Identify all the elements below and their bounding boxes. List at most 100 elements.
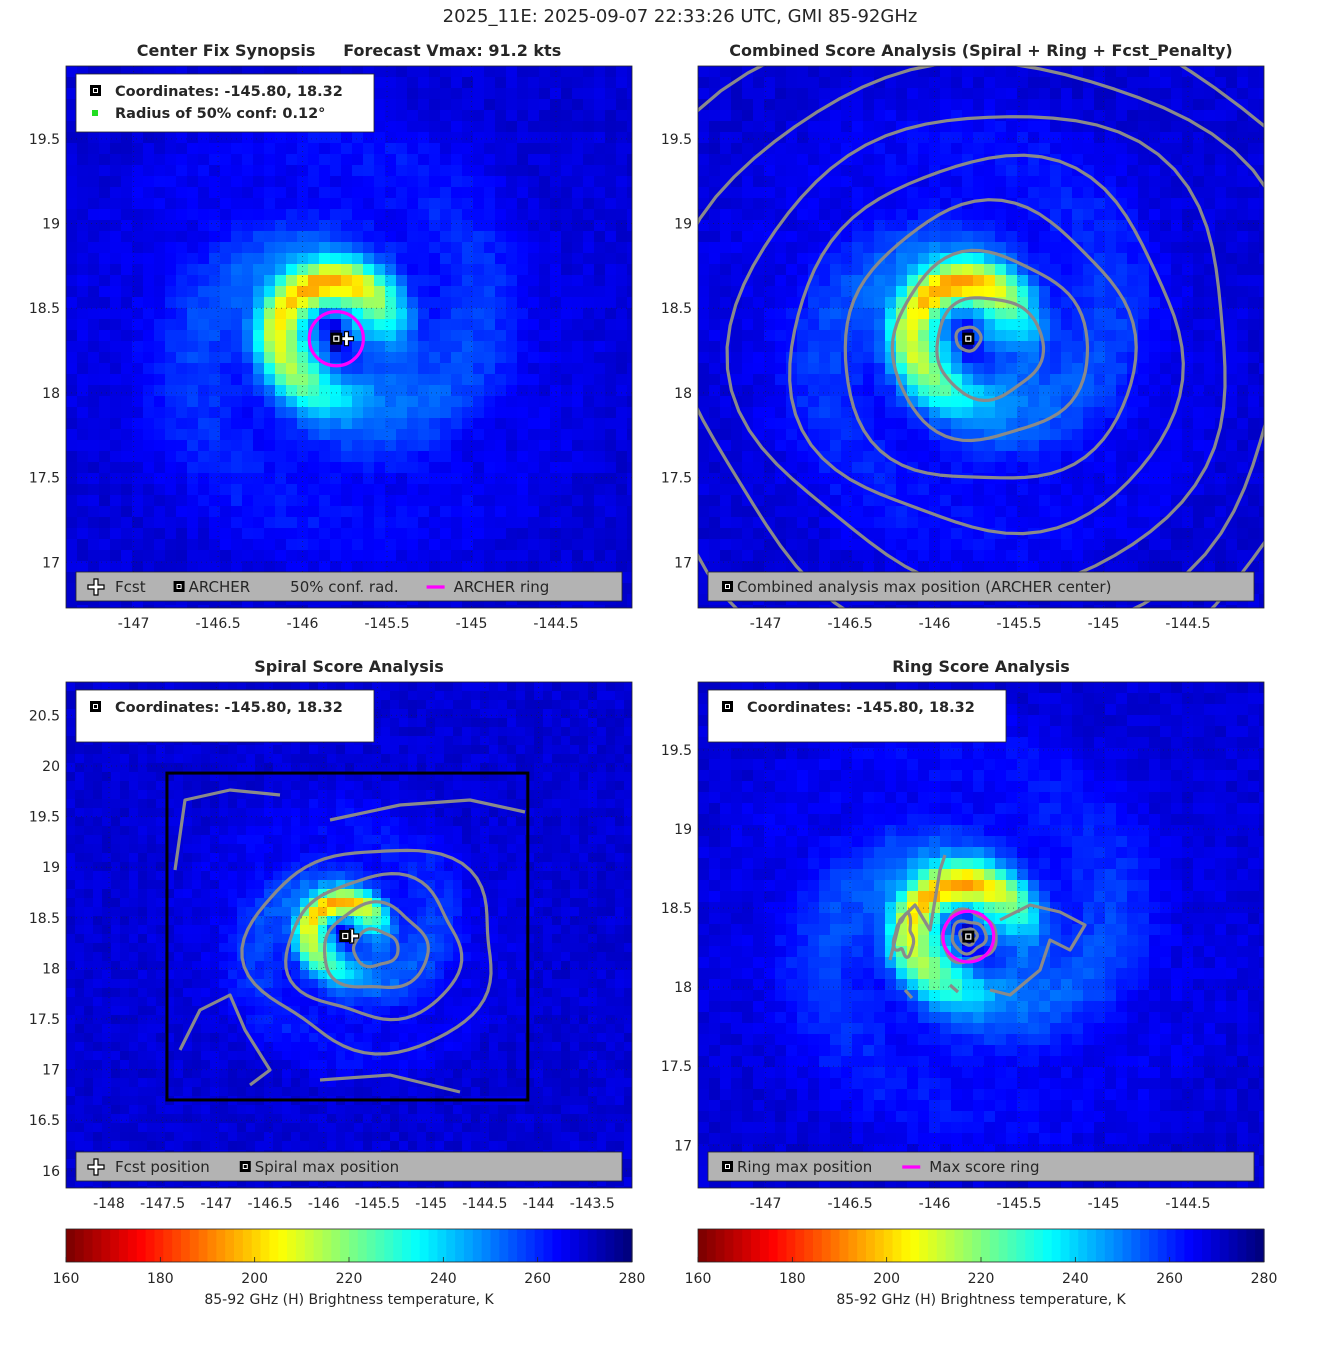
- contour-line: [843, 198, 1138, 480]
- conf-marker-icon: [92, 110, 98, 116]
- y-tick-label: 18: [42, 961, 60, 977]
- brightness-heatmap: [698, 682, 1264, 1188]
- panel-center-fix: Center Fix Synopsis Forecast Vmax: 91.2 …: [29, 41, 633, 632]
- info-text: Coordinates: -145.80, 18.32: [115, 700, 343, 716]
- y-tick-label: 19.5: [661, 132, 692, 148]
- colorbar-tick-label: 260: [524, 1271, 551, 1287]
- score-contours: [888, 854, 1087, 1000]
- axis-frame: [697, 65, 1265, 609]
- x-tick-label: -146.5: [827, 1196, 872, 1212]
- legend-label: Fcst position: [115, 1158, 210, 1176]
- archer-ring: [941, 909, 996, 964]
- plot-area: [66, 66, 632, 608]
- y-tick-label: 16: [42, 1164, 60, 1180]
- contour-line: [319, 1073, 461, 1094]
- y-tick-label: 19: [674, 822, 692, 838]
- x-tick-label: -147.5: [140, 1196, 185, 1212]
- x-tick-label: -144.5: [1165, 616, 1210, 632]
- colorbar-tick-label: 180: [147, 1271, 174, 1287]
- brightness-heatmap: [66, 66, 632, 608]
- x-tick-label: -145.5: [355, 1196, 400, 1212]
- panel-title: Ring Score Analysis: [892, 657, 1070, 676]
- legend: Fcst ARCHER 50% conf. rad. ARCHER ring: [75, 571, 623, 602]
- legend-label: 50% conf. rad.: [290, 578, 398, 596]
- score-contours: [698, 66, 1264, 608]
- center-marker-inner: [965, 933, 972, 940]
- contour-line: [240, 848, 493, 1056]
- x-tick-label: -146: [919, 1196, 951, 1212]
- info-box: [707, 689, 1007, 743]
- x-tick-label: -148: [93, 1196, 125, 1212]
- contour-line: [950, 919, 988, 956]
- colorbar-tick-label: 220: [336, 1271, 363, 1287]
- contour-line: [954, 325, 983, 353]
- colorbar-tick-label: 280: [1251, 1271, 1278, 1287]
- x-tick-label: -145: [1088, 616, 1120, 632]
- coord-marker-icon: [90, 701, 101, 712]
- plot-area: [698, 682, 1264, 1188]
- panel-ring: Ring Score Analysis -147 -146.5 -146 -145.5 -…: [661, 657, 1265, 1212]
- center-legend-icon-inner: [176, 584, 182, 589]
- y-tick-label: 17: [674, 1138, 692, 1154]
- y-tick-label: 19.5: [29, 810, 60, 826]
- colorbar-1: 160 180 200 220 240 260 280 85-92 GHz (H) Brigh…: [53, 1228, 645, 1308]
- x-tick-label: -145.5: [996, 616, 1041, 632]
- y-tick-label: 17.5: [661, 471, 692, 487]
- legend-label: ARCHER ring: [454, 578, 550, 596]
- panel-spiral: Spiral Score Analysis -148 -147.5 -147 -146.…: [29, 657, 633, 1212]
- y-tick-label: 19: [42, 217, 60, 233]
- colorbar-label: 85-92 GHz (H) Brightness temperature, K: [204, 1292, 494, 1308]
- contour-line: [948, 983, 960, 994]
- legend-label: ARCHER: [189, 578, 251, 596]
- brightness-heatmap: [698, 66, 1264, 608]
- x-tick-label: -144.5: [462, 1196, 507, 1212]
- colorbar-tick-label: 200: [241, 1271, 268, 1287]
- legend-box: [707, 1151, 1255, 1182]
- legend-label: Spiral max position: [255, 1158, 399, 1176]
- legend-label: Max score ring: [929, 1158, 1039, 1176]
- x-tick-label: -146.5: [195, 616, 240, 632]
- colorbar-tick-label: 180: [779, 1271, 806, 1287]
- coord-marker-icon-inner: [93, 88, 98, 93]
- colorbar-label: 85-92 GHz (H) Brightness temperature, K: [836, 1292, 1126, 1308]
- y-tick-label: 18.5: [661, 901, 692, 917]
- info-box: [75, 73, 375, 133]
- contour-line: [788, 153, 1185, 536]
- info-box: [75, 689, 375, 743]
- center-legend-icon: [173, 581, 185, 592]
- axis-frame: [697, 681, 1265, 1189]
- contour-line: [958, 927, 979, 947]
- y-tick-label: 19: [674, 217, 692, 233]
- forecast-legend-icon: [87, 1158, 105, 1176]
- center-legend-icon-inner: [242, 1164, 248, 1169]
- contour-line: [698, 66, 1264, 608]
- y-tick-label: 19.5: [29, 132, 60, 148]
- contour-line: [284, 872, 464, 1022]
- x-tick-label: -145: [1088, 1196, 1120, 1212]
- center-legend-icon: [239, 1161, 251, 1172]
- center-marker-inner: [333, 335, 340, 342]
- legend: Ring max position Max score ring: [707, 1151, 1255, 1182]
- colorbar-tick-label: 160: [685, 1271, 712, 1287]
- x-tick-label: -145.5: [996, 1196, 1041, 1212]
- archer-ring: [307, 310, 365, 368]
- panel-combined: Combined Score Analysis (Spiral + Ring +…: [661, 41, 1265, 632]
- search-box: [165, 771, 530, 1102]
- brightness-heatmap: [66, 682, 632, 1188]
- x-tick-label: -147: [200, 1196, 232, 1212]
- y-tick-label: 17.5: [661, 1059, 692, 1075]
- y-tick-label: 17.5: [29, 1012, 60, 1028]
- coord-marker-icon-inner: [725, 704, 730, 709]
- center-legend-icon-inner: [725, 1164, 730, 1169]
- x-tick-label: -144: [523, 1196, 555, 1212]
- legend-box: [75, 1151, 623, 1182]
- y-tick-label: 20.5: [29, 708, 60, 724]
- center-legend-icon-inner: [725, 584, 730, 589]
- x-tick-label: -146: [287, 616, 319, 632]
- contour-line: [323, 900, 430, 989]
- y-tick-label: 18: [674, 980, 692, 996]
- colorbar-tick-label: 200: [873, 1271, 900, 1287]
- coord-marker-icon: [90, 85, 101, 96]
- colorbar-tick-label: 240: [430, 1271, 457, 1287]
- forecast-legend-icon: [87, 578, 105, 596]
